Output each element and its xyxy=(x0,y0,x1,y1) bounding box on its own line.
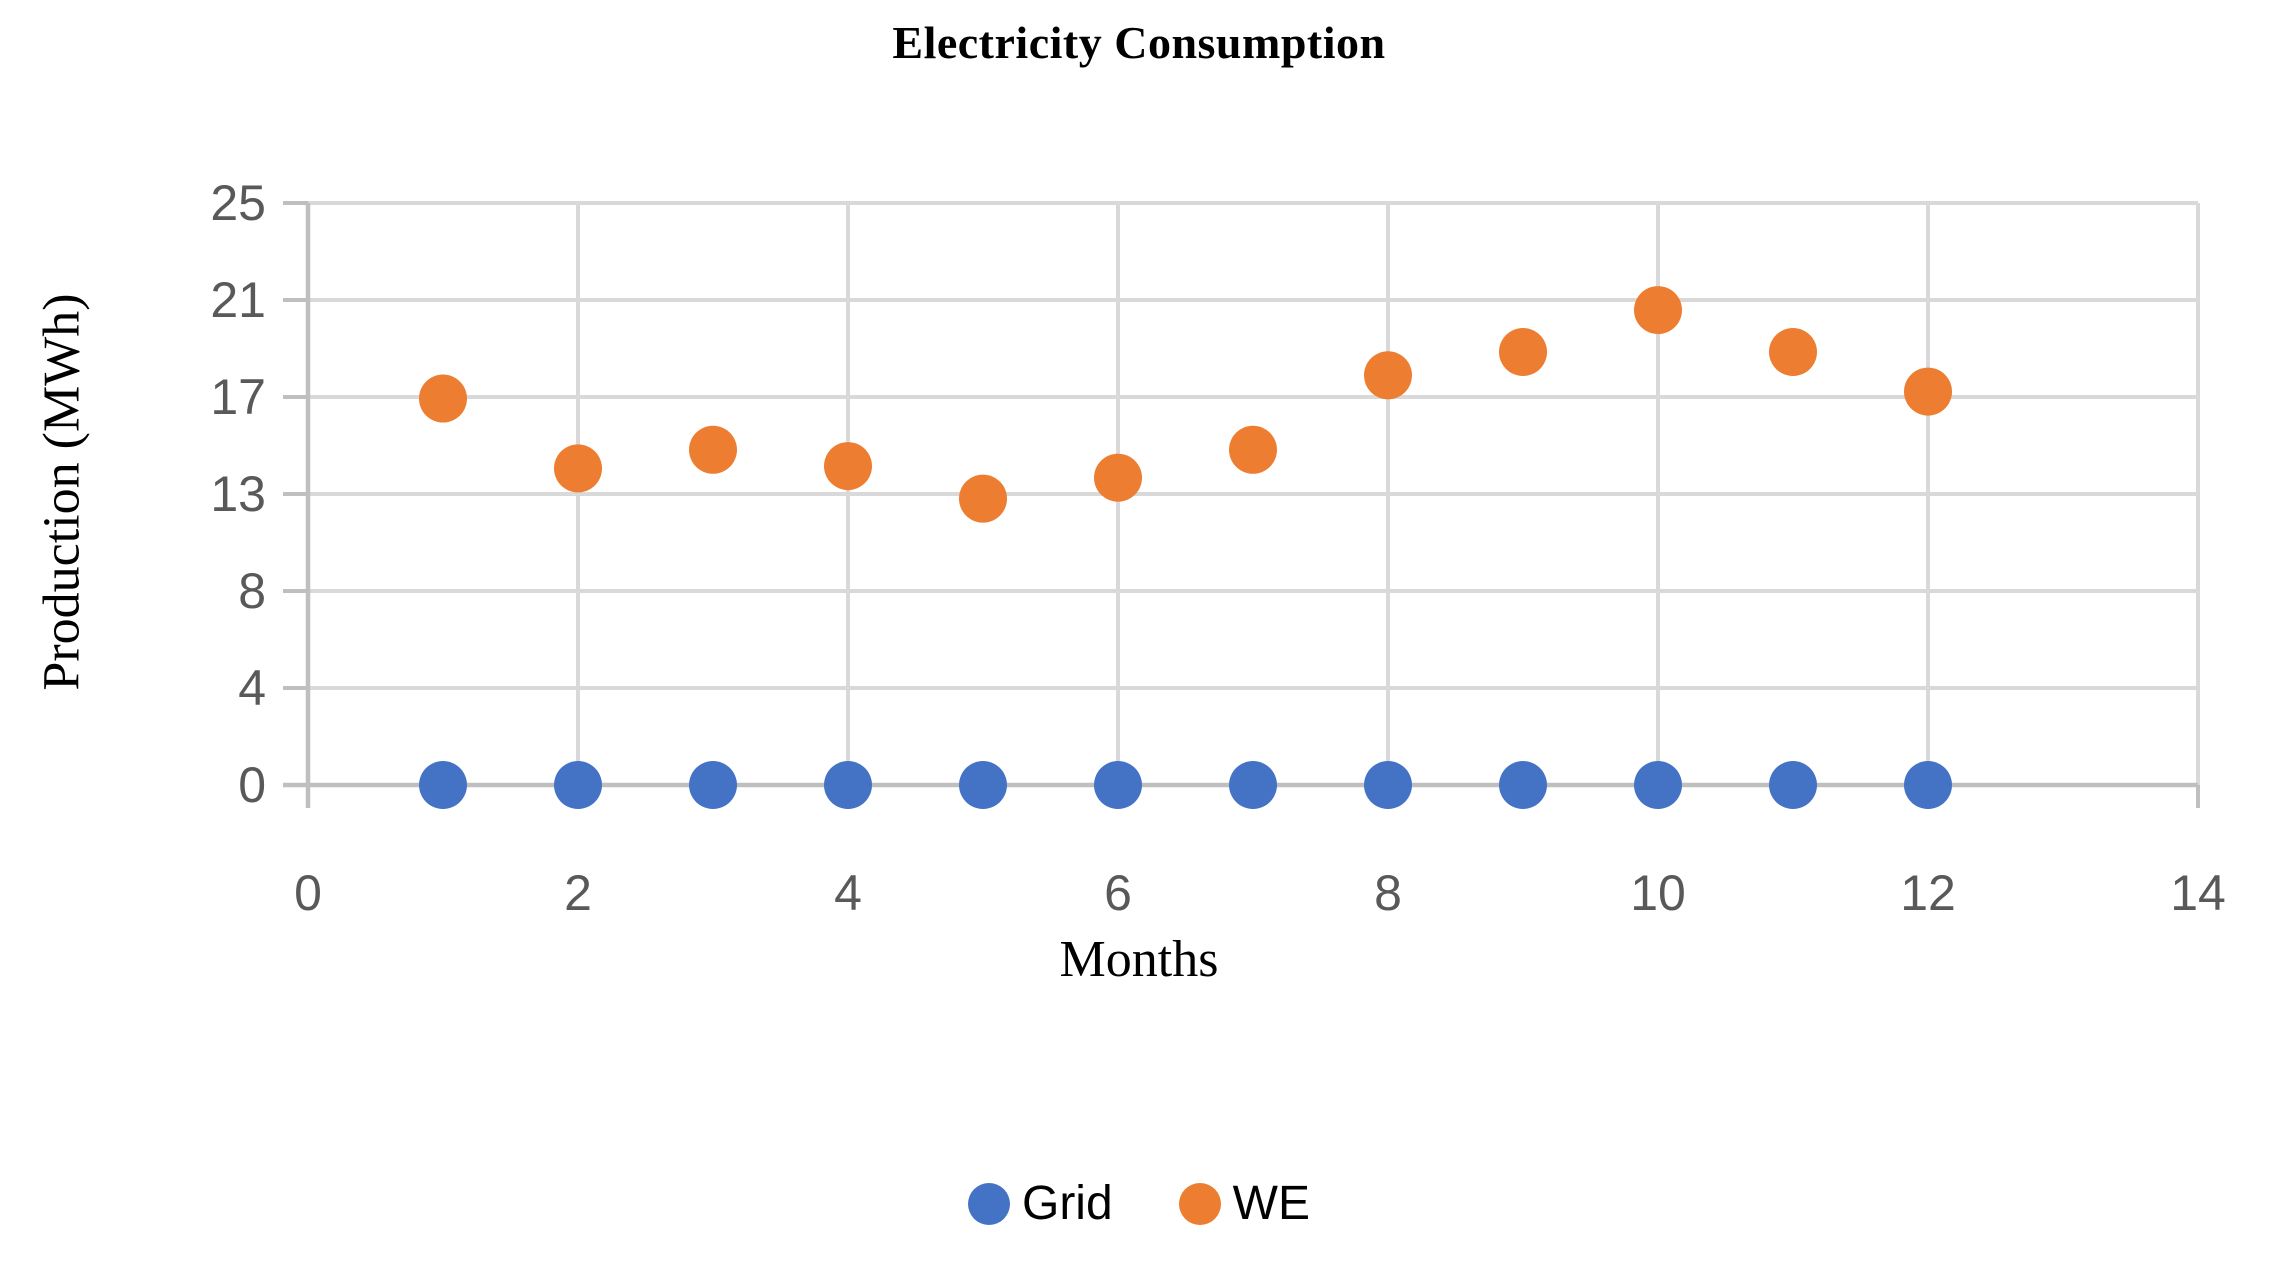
legend-item-grid: Grid xyxy=(967,1177,1113,1230)
data-point-grid xyxy=(1769,761,1817,809)
x-tick-label: 14 xyxy=(2170,865,2226,921)
data-point-grid xyxy=(1229,761,1277,809)
data-point-we xyxy=(1904,367,1952,416)
data-point-grid xyxy=(1904,761,1952,809)
x-tick-label: 8 xyxy=(1374,865,1402,921)
data-point-grid xyxy=(1499,761,1547,809)
data-point-grid xyxy=(824,761,872,809)
x-tick-label: 12 xyxy=(1900,865,1956,921)
y-tick-label: 13 xyxy=(210,466,266,522)
grid-series-marker-icon xyxy=(967,1183,1010,1225)
legend-item-we: WE xyxy=(1178,1177,1310,1230)
data-point-grid xyxy=(419,761,467,809)
data-point-we xyxy=(1634,286,1682,335)
x-tick-label: 6 xyxy=(1104,865,1132,921)
data-point-we xyxy=(689,425,737,474)
data-point-we xyxy=(1229,425,1277,474)
y-tick-label: 21 xyxy=(210,272,266,328)
legend: Grid WE xyxy=(0,1180,2278,1228)
data-point-grid xyxy=(1094,761,1142,809)
y-tick-label: 0 xyxy=(238,757,266,813)
data-point-grid xyxy=(554,761,602,809)
y-tick-label: 8 xyxy=(238,563,266,619)
data-point-grid xyxy=(1364,761,1412,809)
data-point-we xyxy=(554,444,602,493)
legend-label-we: WE xyxy=(1232,1177,1310,1230)
data-point-we xyxy=(824,442,872,491)
chart-title: Electricity Consumption xyxy=(892,17,1386,68)
data-point-grid xyxy=(959,761,1007,809)
x-tick-label: 4 xyxy=(834,865,862,921)
data-point-grid xyxy=(1634,761,1682,809)
y-tick-label: 4 xyxy=(238,660,266,716)
x-axis-title: Months xyxy=(1059,931,1219,988)
data-point-we xyxy=(1094,453,1142,502)
data-point-we xyxy=(1364,351,1412,400)
y-tick-label: 17 xyxy=(210,369,266,425)
x-tick-label: 0 xyxy=(294,865,322,921)
x-tick-label: 2 xyxy=(564,865,592,921)
data-point-we xyxy=(1499,327,1547,376)
data-point-we xyxy=(959,474,1007,523)
legend-label-grid: Grid xyxy=(1021,1177,1113,1230)
data-point-we xyxy=(419,374,467,423)
data-point-we xyxy=(1769,327,1817,376)
y-tick-label: 25 xyxy=(210,175,266,231)
data-point-grid xyxy=(689,761,737,809)
x-tick-label: 10 xyxy=(1630,865,1686,921)
we-series-marker-icon xyxy=(1178,1183,1221,1225)
